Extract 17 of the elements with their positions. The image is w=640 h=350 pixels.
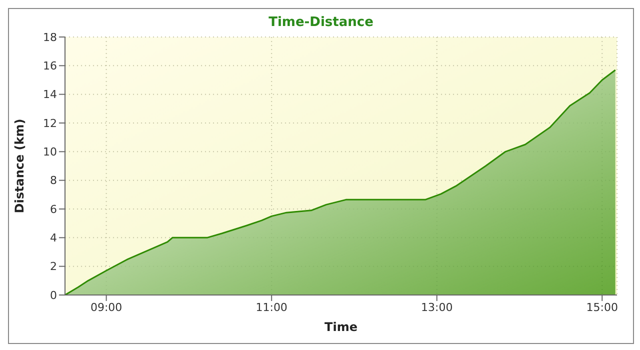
y-axis-title: Distance (km) [12, 118, 26, 214]
chart-title: Time-Distance [268, 15, 374, 30]
y-tick-label: 12 [43, 116, 57, 130]
y-tick-label: 4 [50, 232, 57, 245]
y-tick-label: 8 [50, 174, 57, 188]
x-tick-label: 15:00 [586, 300, 618, 314]
y-tick-label: 6 [50, 202, 57, 216]
x-axis-title: Time [324, 320, 358, 334]
y-tick-label: 10 [43, 146, 57, 159]
x-tick-label: 11:00 [256, 300, 288, 314]
y-tick-label: 18 [43, 30, 57, 44]
y-tick-label: 2 [50, 260, 57, 274]
x-tick-label: 09:00 [90, 300, 122, 314]
y-tick-label: 16 [43, 60, 57, 73]
y-tick-label: 14 [43, 88, 57, 102]
x-tick-label: 13:00 [421, 300, 453, 314]
y-tick-label: 0 [50, 288, 57, 302]
